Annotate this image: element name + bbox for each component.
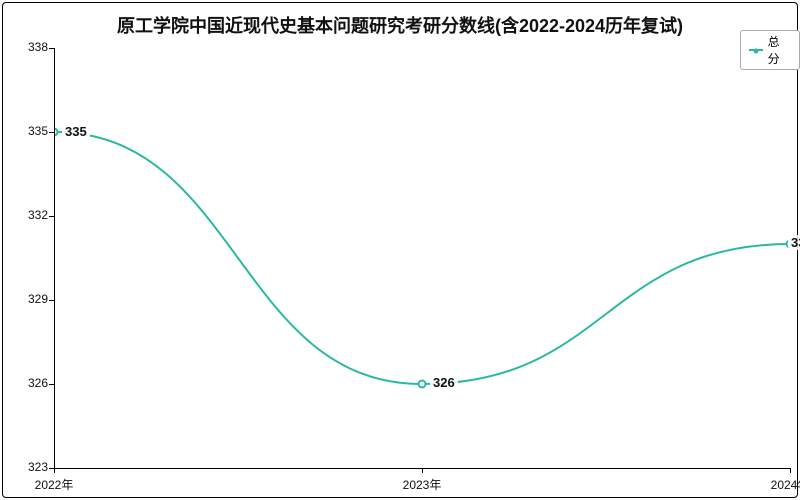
x-tick	[54, 468, 55, 473]
data-point[interactable]	[419, 381, 426, 388]
chart-title: 原工学院中国近现代史基本问题研究考研分数线(含2022-2024历年复试)	[0, 12, 800, 38]
x-tick-label: 2023年	[382, 476, 462, 493]
x-tick-label: 2022年	[14, 476, 94, 493]
y-tick-label: 332	[14, 208, 48, 222]
y-tick	[49, 48, 54, 49]
y-tick	[49, 216, 54, 217]
y-tick-label: 326	[14, 376, 48, 390]
y-tick-label: 338	[14, 40, 48, 54]
y-tick-label: 323	[14, 460, 48, 474]
y-axis-line	[54, 48, 55, 468]
y-tick	[49, 300, 54, 301]
chart-container: 原工学院中国近现代史基本问题研究考研分数线(含2022-2024历年复试) 总分…	[0, 0, 800, 500]
y-tick	[49, 384, 54, 385]
x-tick-label: 2024年	[750, 476, 800, 493]
x-tick	[790, 468, 791, 473]
y-tick-label: 335	[14, 124, 48, 138]
point-label: 331	[788, 235, 800, 250]
point-label: 335	[62, 124, 90, 139]
point-label: 326	[430, 375, 458, 390]
y-tick	[49, 132, 54, 133]
x-tick	[422, 468, 423, 473]
plot-area: 3233263293323353382022年2023年2024年3353263…	[54, 48, 790, 468]
series-line	[54, 132, 790, 384]
line-layer	[54, 48, 790, 468]
y-tick-label: 329	[14, 292, 48, 306]
